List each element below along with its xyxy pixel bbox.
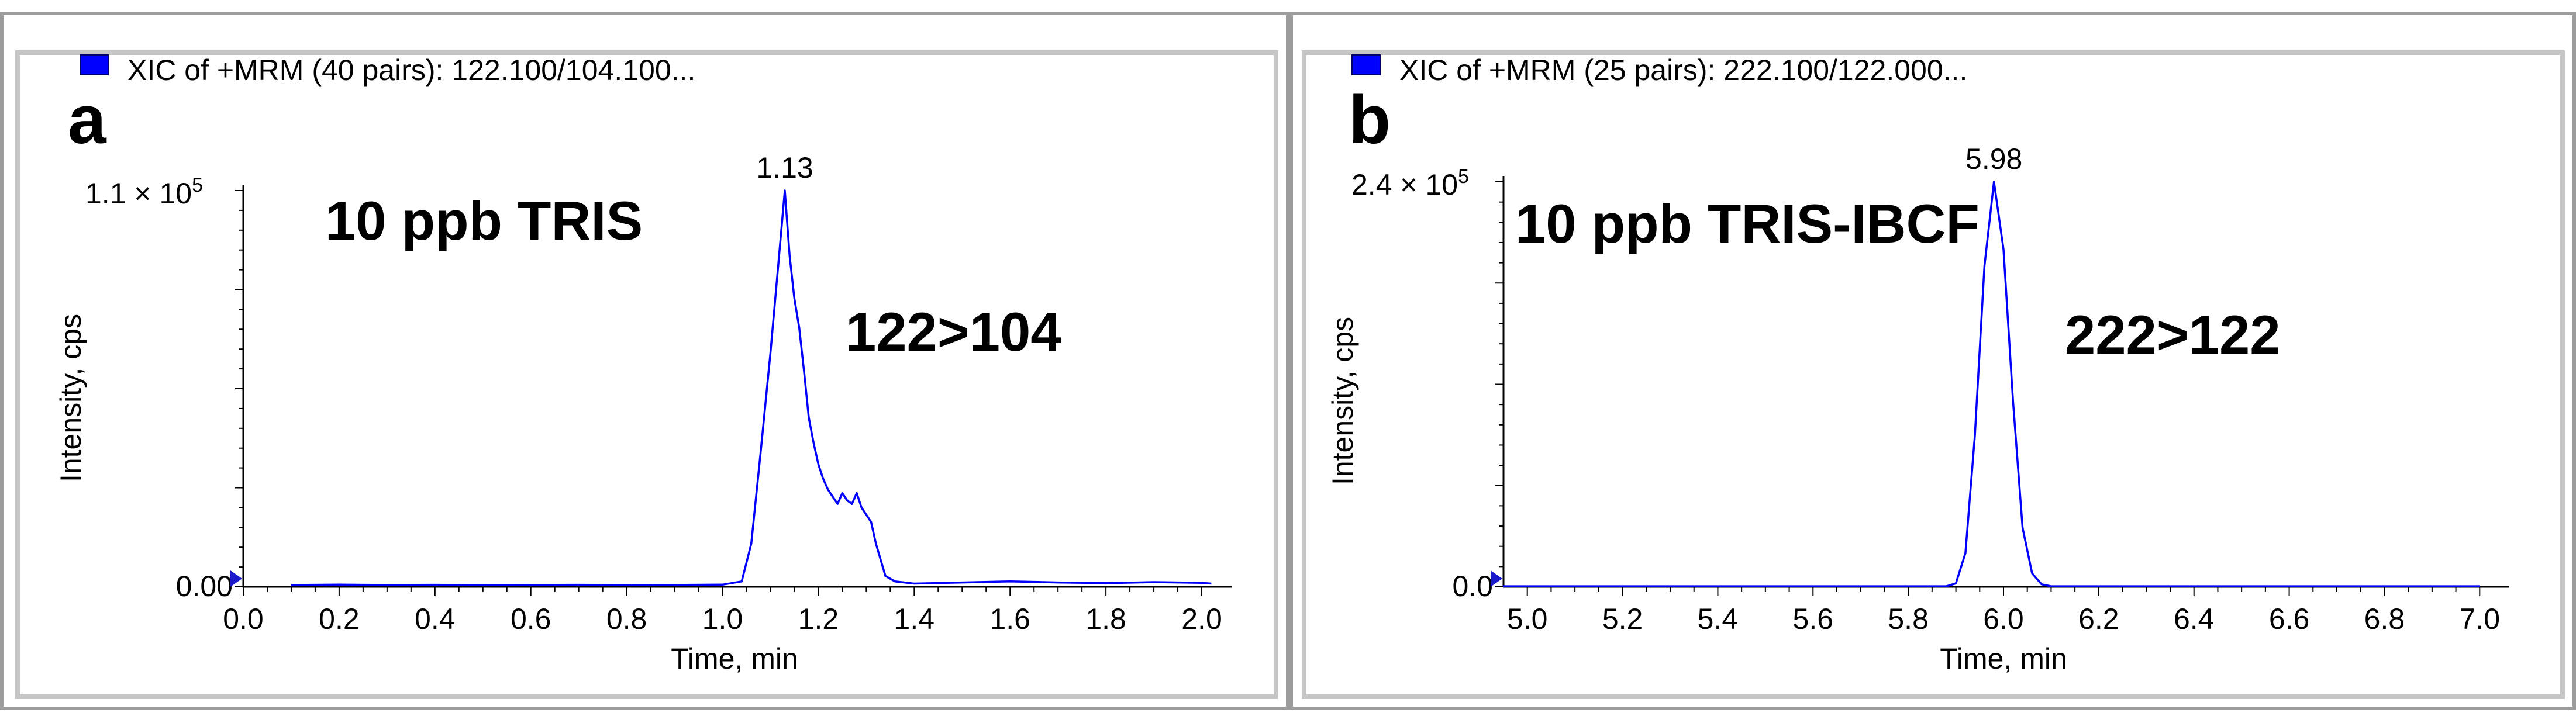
legend-text: XIC of +MRM (40 pairs): 122.100/104.100.… xyxy=(127,54,696,87)
y-max-label: 1.1 × 105 xyxy=(85,174,204,210)
y-tick-label: 0.0 xyxy=(1452,570,1493,603)
x-axis-label: Time, min xyxy=(671,642,798,675)
x-tick-label: 5.0 xyxy=(1507,603,1548,635)
annotation-transition: 222>122 xyxy=(2065,304,2281,365)
x-tick-label: 1.4 xyxy=(894,603,935,635)
peak-label: 1.13 xyxy=(756,151,813,184)
x-tick-label: 5.6 xyxy=(1793,603,1834,635)
legend: XIC of +MRM (25 pairs): 222.100/122.000.… xyxy=(1351,54,1968,87)
x-tick-label: 0.2 xyxy=(319,603,360,635)
plot-frame xyxy=(1302,50,2565,699)
x-tick-label: 6.4 xyxy=(2174,603,2215,635)
chart-svg: 0.000.0 0.2 0.4 0.6 0.8 1.0 1.2 1.4 1.6 1.8 2.0 Tim… xyxy=(176,151,1232,675)
x-tick-label: 5.2 xyxy=(1602,603,1643,635)
x-tick-label: 2.0 xyxy=(1181,603,1222,635)
x-tick-label: 5.8 xyxy=(1888,603,1929,635)
x-tick-label: 1.6 xyxy=(989,603,1030,635)
annotation-transition: 122>104 xyxy=(846,301,1061,362)
x-tick-label: 6.8 xyxy=(2364,603,2405,635)
x-axis-label: Time, min xyxy=(1940,642,2067,675)
series-line xyxy=(1503,181,2480,587)
x-tick-label: 0.0 xyxy=(223,603,264,635)
y-tick-label: 0.00 xyxy=(176,570,233,603)
x-tick-label: 6.0 xyxy=(1983,603,2024,635)
x-tick-label: 0.6 xyxy=(511,603,551,635)
annotation-title: 10 ppb TRIS-IBCF xyxy=(1515,193,1980,254)
chart-panel-b: XIC of +MRM (25 pairs): 222.100/122.000.… xyxy=(1289,12,2576,710)
panel-letter: b xyxy=(1349,81,1391,158)
x-tick-label: 5.4 xyxy=(1698,603,1739,635)
x-tick-label: 1.2 xyxy=(798,603,839,635)
y-max-label: 2.4 × 105 xyxy=(1351,165,1470,201)
panel-letter: a xyxy=(68,81,106,158)
x-tick-label: 6.6 xyxy=(2269,603,2310,635)
annotation-title: 10 ppb TRIS xyxy=(325,190,643,251)
plot-frame xyxy=(15,50,1278,699)
x-tick-label: 1.0 xyxy=(702,603,743,635)
legend-swatch xyxy=(1351,54,1381,75)
legend-text: XIC of +MRM (25 pairs): 222.100/122.000.… xyxy=(1399,54,1968,87)
peak-label: 5.98 xyxy=(1965,143,2022,175)
x-tick-label: 7.0 xyxy=(2460,603,2501,635)
x-tick-label: 1.8 xyxy=(1085,603,1126,635)
chart-panel-a: XIC of +MRM (40 pairs): 122.100/104.100.… xyxy=(0,12,1289,710)
legend-swatch xyxy=(80,54,109,75)
x-tick-label: 0.8 xyxy=(606,603,647,635)
legend: XIC of +MRM (40 pairs): 122.100/104.100.… xyxy=(80,54,696,87)
series-line xyxy=(291,189,1212,586)
chart-svg: 0.0 5.0 5.2 5.4 5.6 5.8 6.0 6.2 6.4 6.6 6.8 7.0 Time… xyxy=(1452,143,2509,675)
baseline-marker xyxy=(1491,570,1502,587)
x-tick-label: 6.2 xyxy=(2078,603,2119,635)
x-tick-label: 0.4 xyxy=(415,603,456,635)
baseline-marker xyxy=(230,570,242,587)
